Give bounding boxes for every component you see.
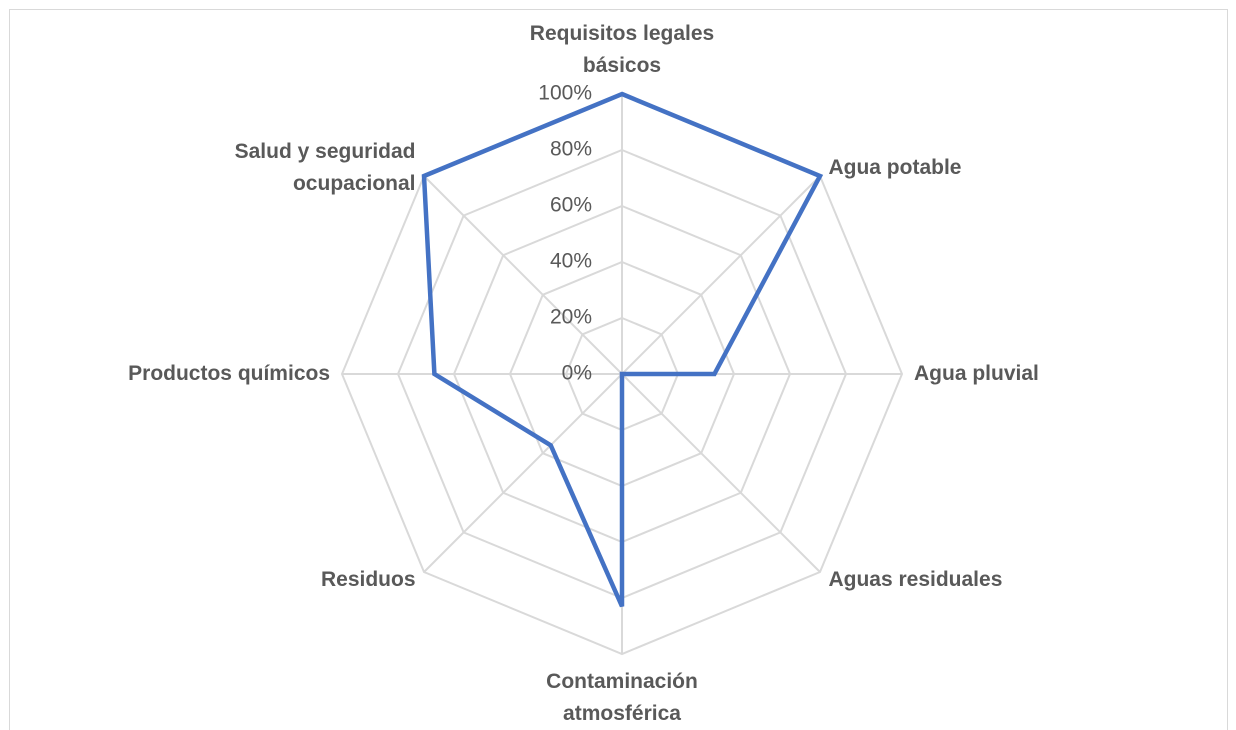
chart-border [9, 9, 1228, 730]
tick-label: 60% [550, 194, 592, 217]
category-label: Productos químicos [128, 362, 330, 385]
tick-label: 20% [550, 306, 592, 329]
tick-label: 80% [550, 138, 592, 161]
category-label: Aguas residuales [828, 568, 1003, 592]
category-label: Salud y seguridad ocupacional [234, 139, 416, 195]
category-label: Agua pluvial [914, 362, 1039, 385]
tick-label: 100% [538, 82, 592, 105]
spoke [621, 175, 821, 375]
spoke [423, 373, 623, 573]
spoke [621, 373, 821, 573]
tick-label: 40% [550, 250, 592, 273]
category-label: Agua potable [828, 155, 962, 179]
tick-label: 0% [562, 362, 592, 385]
spoke [423, 175, 623, 375]
category-label: Residuos [320, 568, 416, 592]
series-line [421, 91, 824, 608]
category-label: Contaminación atmosférica [546, 670, 698, 725]
category-label: Requisitos legales básicos [529, 22, 715, 77]
